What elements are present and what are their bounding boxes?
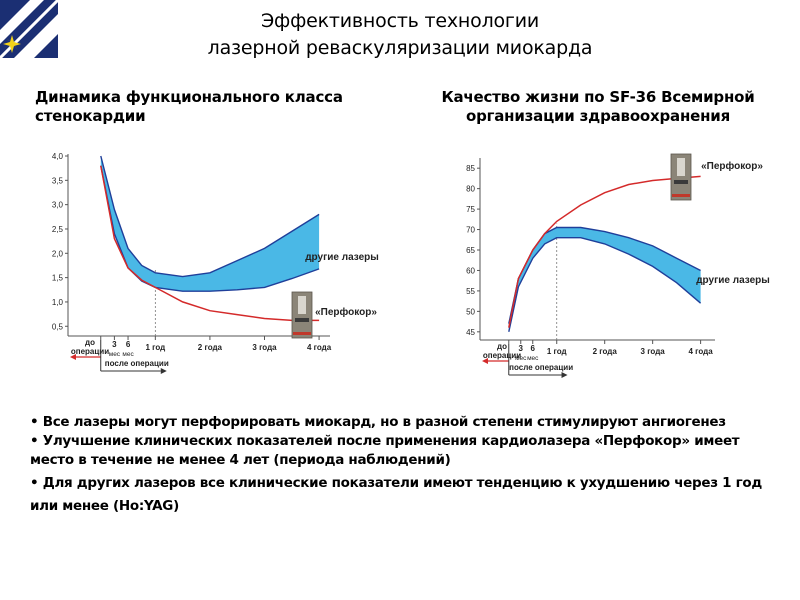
conclusion-item: • Улучшение клинических показателей посл… <box>30 433 740 468</box>
y-tick-label: 0,5 <box>52 322 64 331</box>
perfokor-device-icon <box>291 291 313 339</box>
before-arrow-head <box>482 358 488 364</box>
x-tick-label: 3 года <box>641 347 666 356</box>
x-tick-label: 3 <box>112 340 117 349</box>
device-body <box>291 291 313 339</box>
x-tick-label: мес <box>122 351 134 358</box>
star-emblem-logo-icon <box>0 0 58 58</box>
perfokor-device-icon <box>670 153 692 201</box>
y-tick-label: 70 <box>466 226 475 235</box>
after-operation-label: после операции <box>105 359 169 368</box>
perfokor-label: «Перфокор» <box>701 160 763 172</box>
other-lasers-band <box>100 156 320 292</box>
right-chart-subtitle: Качество жизни по SF-36 Всемирной органи… <box>441 88 755 125</box>
x-tick-label: операции <box>71 347 109 356</box>
y-tick-label: 2,0 <box>52 249 64 258</box>
x-tick-label: мес <box>109 351 121 358</box>
x-tick-label: 4 года <box>307 343 332 352</box>
x-tick-label: 2 года <box>593 347 618 356</box>
x-tick-label: 2 года <box>198 343 223 352</box>
other-lasers-band <box>508 227 701 332</box>
y-tick-label: 1,5 <box>52 274 64 283</box>
y-tick-label: 80 <box>466 185 475 194</box>
x-tick-label: 1 год <box>547 347 567 356</box>
conclusion-item: • Для других лазеров все клинические пок… <box>30 475 763 514</box>
y-tick-label: 4,0 <box>52 152 64 161</box>
page-title-line-2: лазерной реваскуляризации миокарда <box>207 37 593 59</box>
conclusions-list: • Все лазеры могут перфорировать миокард… <box>30 413 780 518</box>
other-lasers-upper-line <box>100 155 320 278</box>
device-base <box>672 194 690 197</box>
device-panel <box>298 296 306 314</box>
y-tick-label: 60 <box>466 266 475 275</box>
device-slot <box>674 180 688 184</box>
y-tick-label: 65 <box>466 246 475 255</box>
x-tick-label: до <box>497 342 507 351</box>
other-lasers-label: другие лазеры <box>696 275 770 286</box>
y-tick-label: 85 <box>466 164 475 173</box>
x-tick-label: 6 <box>531 344 536 353</box>
x-tick-label: 3 <box>519 344 524 353</box>
x-tick-label: 3 года <box>252 343 277 352</box>
left-chart-subtitle: Динамика функционального класса стенокар… <box>35 88 343 125</box>
perfokor-line <box>508 175 701 328</box>
x-tick-label: 4 года <box>689 347 714 356</box>
y-tick-label: 2,5 <box>52 225 64 234</box>
angina-class-chart: 0,51,01,52,02,53,03,54,0дооперации3мес6м… <box>52 152 379 374</box>
other-lasers-label: другие лазеры <box>305 252 379 263</box>
x-tick-label: 6 <box>126 340 131 349</box>
device-panel <box>677 158 685 176</box>
conclusion-item: • Все лазеры могут перфорировать миокард… <box>30 414 726 430</box>
x-tick-label: мес <box>515 355 527 362</box>
device-slot <box>295 318 309 322</box>
y-tick-label: 50 <box>466 307 475 316</box>
y-tick-label: 45 <box>466 328 475 337</box>
perfokor-line <box>100 165 320 322</box>
page-title-line-1: Эффективность технологии <box>260 10 540 32</box>
x-tick-label: мес <box>527 355 539 362</box>
before-arrow-head <box>70 354 76 360</box>
y-tick-label: 75 <box>466 205 475 214</box>
y-tick-label: 1,0 <box>52 298 64 307</box>
y-tick-label: 3,0 <box>52 201 64 210</box>
x-tick-label: операции <box>483 351 521 360</box>
y-tick-label: 55 <box>466 287 475 296</box>
device-body <box>670 153 692 201</box>
after-operation-label: после операции <box>509 363 573 372</box>
x-tick-label: 1 год <box>145 343 165 352</box>
perfokor-label: «Перфокор» <box>315 306 377 318</box>
after-arrow-head <box>561 372 568 378</box>
y-tick-label: 3,5 <box>52 176 64 185</box>
other-lasers-lower-line <box>508 237 702 332</box>
device-base <box>293 332 311 335</box>
after-arrow-head <box>160 368 167 374</box>
x-tick-label: до <box>85 338 95 347</box>
